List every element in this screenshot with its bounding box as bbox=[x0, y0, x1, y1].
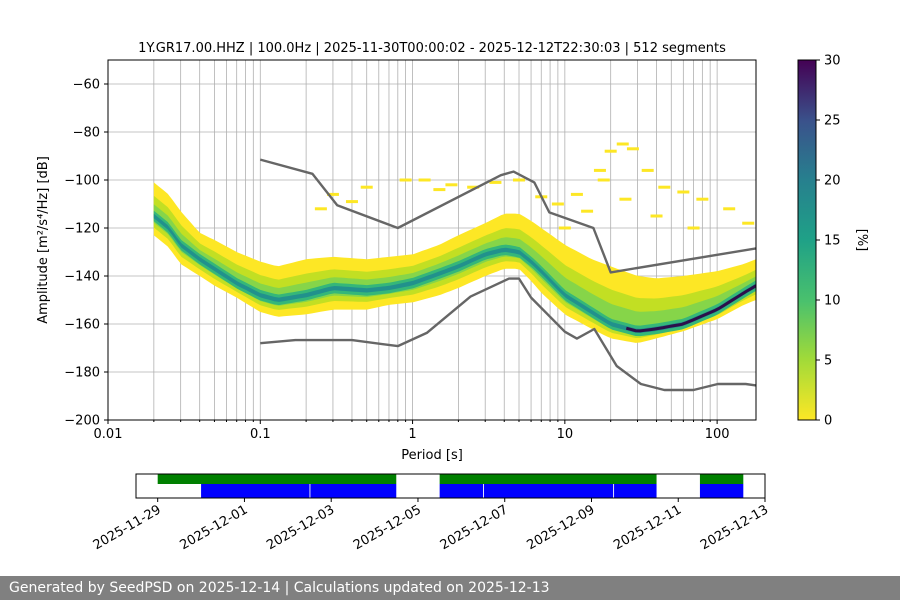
heatmap-cell bbox=[360, 185, 373, 189]
x-tick-label: 100 bbox=[705, 427, 730, 442]
heatmap-cell bbox=[742, 221, 755, 225]
heatmap-cell bbox=[626, 147, 639, 151]
heatmap-band-core bbox=[153, 210, 756, 337]
timeline-tick-label: 2025-12-03 bbox=[264, 502, 337, 553]
colorbar-tick-label: 10 bbox=[824, 294, 841, 309]
heatmap-cell bbox=[558, 226, 571, 230]
timeline-blue-segment bbox=[614, 484, 657, 498]
heatmap-cell bbox=[604, 149, 617, 153]
footer-bar: Generated by SeedPSD on 2025-12-14 | Cal… bbox=[0, 576, 900, 600]
low-noise-model-line bbox=[260, 277, 756, 392]
heatmap-cell bbox=[399, 178, 412, 182]
y-axis-label: Amplitude [m²/s⁴/Hz] [dB] bbox=[36, 156, 51, 324]
timeline-green-segment bbox=[699, 474, 744, 484]
heatmap-cell bbox=[616, 142, 629, 146]
colorbar bbox=[797, 59, 817, 421]
timeline-tick-label: 2025-12-01 bbox=[178, 502, 251, 553]
axes: 0.01 0.1 1 10 100 −200 −180 −160 −140 −120 −100 −80… bbox=[64, 78, 729, 443]
colorbar-label: [%] bbox=[854, 229, 869, 252]
x-tick-label: 0.01 bbox=[94, 427, 123, 442]
y-tick-label: −100 bbox=[64, 174, 100, 189]
colorbar-tick-label: 15 bbox=[824, 234, 841, 249]
colorbar-tick-label: 0 bbox=[824, 414, 832, 429]
heatmap-cell bbox=[418, 178, 431, 182]
y-tick-label: −140 bbox=[64, 270, 100, 285]
psd-heatmap bbox=[153, 142, 756, 343]
heatmap-cell bbox=[570, 192, 583, 196]
colorbar-tick-label: 5 bbox=[824, 354, 832, 369]
y-tick-label: −180 bbox=[64, 366, 100, 381]
timeline-tick-label: 2025-12-07 bbox=[438, 502, 511, 553]
heatmap-cell bbox=[677, 190, 690, 194]
noise-models bbox=[259, 158, 756, 392]
timeline-green-segment bbox=[157, 474, 397, 484]
colorbar-tick-label: 30 bbox=[824, 54, 841, 69]
timeline-blue-segment bbox=[439, 484, 484, 498]
heatmap-cell bbox=[489, 180, 502, 184]
chart-title: 1Y.GR17.00.HHZ | 100.0Hz | 2025-11-30T00… bbox=[138, 41, 726, 56]
timeline-frame bbox=[135, 473, 766, 499]
heatmap-cell bbox=[696, 197, 709, 201]
y-tick-label: −160 bbox=[64, 318, 100, 333]
psd-chart: 1Y.GR17.00.HHZ | 100.0Hz | 2025-11-30T00… bbox=[36, 41, 869, 553]
timeline-tick-label: 2025-12-13 bbox=[698, 502, 771, 553]
timeline-tick-label: 2025-12-05 bbox=[351, 502, 424, 553]
heatmap-cell bbox=[619, 197, 632, 201]
high-noise-model-line bbox=[259, 158, 756, 274]
y-tick-label: −60 bbox=[73, 78, 100, 93]
plot-frame bbox=[107, 59, 757, 421]
timeline-tick-label: 2025-12-09 bbox=[525, 502, 598, 553]
heatmap-cell bbox=[641, 168, 654, 172]
heatmap-cell bbox=[687, 226, 700, 230]
timeline-blue-segment bbox=[310, 484, 397, 498]
heatmap-cell bbox=[326, 192, 339, 196]
heatmap-cell bbox=[467, 185, 480, 189]
heatmap-cell bbox=[513, 178, 526, 182]
y-tick-label: −200 bbox=[64, 414, 100, 429]
heatmap-cell bbox=[650, 214, 663, 218]
heatmap-cell bbox=[597, 178, 610, 182]
heatmap-cell bbox=[581, 209, 594, 213]
heatmap-cell bbox=[593, 168, 606, 172]
heatmap-cell bbox=[723, 207, 736, 211]
y-tick-label: −120 bbox=[64, 222, 100, 237]
heatmap-cell bbox=[345, 200, 358, 204]
timeline-tick-label: 2025-12-11 bbox=[611, 502, 684, 553]
heatmap-mode-peak bbox=[625, 284, 756, 333]
colorbar-tick-label: 25 bbox=[824, 114, 841, 129]
y-tick-label: −80 bbox=[73, 126, 100, 141]
heatmap-cell bbox=[314, 207, 327, 211]
footer-text: Generated by SeedPSD on 2025-12-14 | Cal… bbox=[9, 580, 550, 596]
x-tick-label: 10 bbox=[557, 427, 574, 442]
heatmap-cell bbox=[445, 183, 458, 187]
heatmap-cell bbox=[433, 188, 446, 192]
x-tick-label: 1 bbox=[408, 427, 416, 442]
colorbar-tick-label: 20 bbox=[824, 174, 841, 189]
timeline-blue-segment bbox=[699, 484, 744, 498]
x-axis-label: Period [s] bbox=[401, 448, 463, 463]
timeline-green-segment bbox=[439, 474, 657, 484]
heatmap-cell bbox=[658, 185, 671, 189]
colorbar-ticks: 0 5 10 15 20 25 30 bbox=[816, 54, 841, 429]
timeline-blue-segment bbox=[483, 484, 614, 498]
timeline-tick-label: 2025-11-29 bbox=[91, 502, 164, 553]
x-tick-label: 0.1 bbox=[250, 427, 271, 442]
heatmap-cell bbox=[551, 202, 564, 206]
timeline-blue-segment bbox=[201, 484, 310, 498]
